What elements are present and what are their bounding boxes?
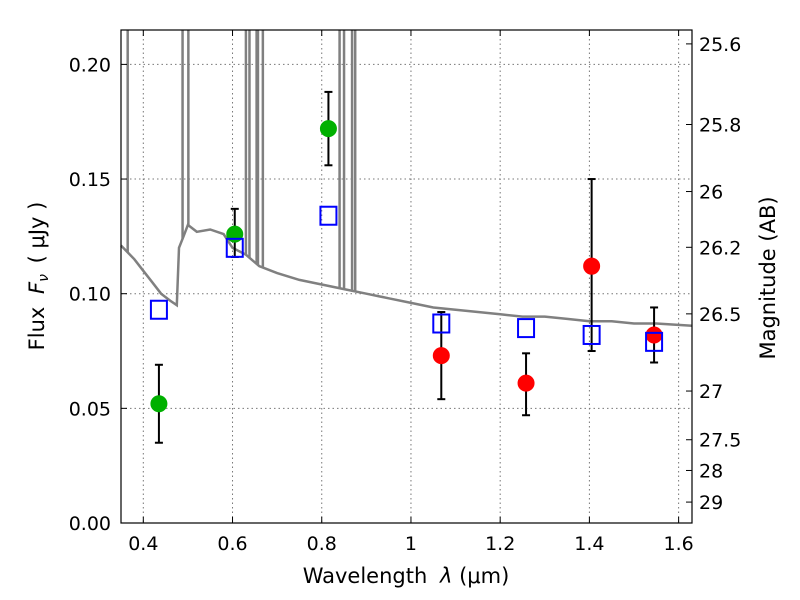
y2-tick-label: 27.5 [699,430,741,452]
y-axis-label-prefix: Flux [25,307,49,351]
x-tick-label: 1.6 [664,533,694,555]
x-tick-label: 0.4 [128,533,158,555]
model-flux-marker [319,205,338,226]
x-tick-label: 1.4 [574,533,604,555]
x-axis-label-symbol: λ [439,564,452,588]
y-axis-label: Flux Fν ( μJy ) [25,202,53,351]
plot-frame [120,29,693,524]
x-tick-label: 1 [405,533,417,555]
y-tick-label: 0.10 [69,284,111,306]
data-point [583,257,601,275]
model-flux-marker [582,324,601,345]
y-tick-label: 0.00 [69,513,111,535]
x-axis-label-unit: (μm) [459,564,509,588]
model-flux-marker [149,299,168,320]
x-tick-label: 1.2 [485,533,515,555]
y2-tick-label: 26.5 [699,304,741,326]
data-markers [149,120,664,413]
y-axis-label-symbol: F [25,281,49,294]
model-flux-marker [517,318,536,339]
y-axis-label-unit: ( μJy ) [25,202,49,264]
x-axis-label-prefix: Wavelength [303,564,428,588]
y-tick-label: 0.20 [69,54,111,76]
axis-ticks: 0.4 0.6 0.8 1 1.2 1.4 1.6 0.00 0.05 0.10 0.15 0.20 2… [69,30,741,555]
y2-tick-label: 28 [699,460,723,482]
data-point [150,395,168,413]
y-axis-label-subscript: ν [36,274,52,282]
model-flux-marker [432,313,451,334]
y2-tick-label: 25.6 [699,34,741,56]
x-axis-label: Wavelength λ (μm) [303,564,510,588]
y2-tick-label: 29 [699,492,723,514]
error-bars [154,90,659,444]
y2-axis-label: Magnitude (AB) [756,196,780,359]
x-tick-label: 0.8 [307,533,337,555]
data-point [517,374,535,392]
data-point [645,326,663,344]
x-tick-label: 0.6 [217,533,247,555]
y2-tick-label: 25.8 [699,114,741,136]
y2-tick-label: 26 [699,182,723,204]
y2-tick-label: 26.2 [699,237,741,259]
data-point [432,347,450,365]
model-flux-marker [645,331,664,352]
model-spectrum [120,30,693,328]
y2-tick-label: 27 [699,381,723,403]
grid [121,30,692,524]
model-flux-marker [225,237,244,258]
data-point [319,120,337,138]
spectrum-continuum [120,222,693,328]
y-tick-label: 0.15 [69,169,111,191]
y-tick-label: 0.05 [69,398,111,420]
